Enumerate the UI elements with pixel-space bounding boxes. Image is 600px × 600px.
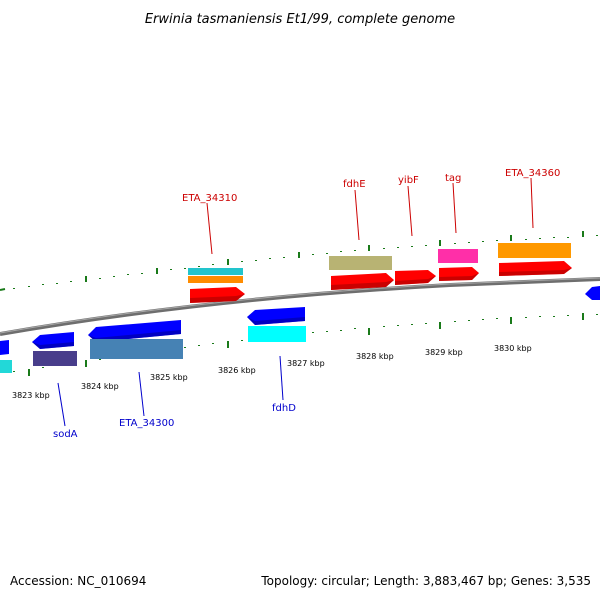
top-gene-labels: ETA_34310 fdhE yibF tag ETA_34360 <box>182 168 560 255</box>
accession-text: Accession: NC_010694 <box>10 574 147 588</box>
gene-arrow-eta34300[interactable] <box>88 320 181 342</box>
gene-label[interactable]: ETA_34300 <box>119 418 174 429</box>
feature-bar-orange[interactable] <box>498 243 571 258</box>
feature-bar-cyan[interactable] <box>0 360 12 373</box>
kbp-label: 3828 kbp <box>356 352 394 361</box>
feature-bar-pink[interactable] <box>438 249 478 263</box>
map-title: Erwinia tasmaniensis Et1/99, complete ge… <box>145 12 455 27</box>
gene-arrow-partial[interactable] <box>0 340 9 355</box>
kbp-label: 3825 kbp <box>150 373 188 382</box>
gene-arrow-partial[interactable] <box>585 286 600 300</box>
topology-text: Topology: circular; Length: 3,883,467 bp… <box>261 574 591 588</box>
gene-label[interactable]: yibF <box>398 175 419 186</box>
gene-label[interactable]: fdhE <box>343 179 366 190</box>
forward-strand-genes[interactable] <box>188 243 572 303</box>
reverse-strand-genes[interactable] <box>0 286 600 373</box>
gene-label[interactable]: tag <box>445 173 461 184</box>
kbp-label: 3826 kbp <box>218 366 256 375</box>
genome-backbone <box>0 277 600 336</box>
feature-bar-orange[interactable] <box>188 276 243 283</box>
feature-bar-steelblue[interactable] <box>90 339 183 359</box>
gene-label[interactable]: ETA_34360 <box>505 168 560 179</box>
kbp-label: 3823 kbp <box>12 391 50 400</box>
kbp-label: 3824 kbp <box>81 382 119 391</box>
kbp-labels: 3823 kbp 3824 kbp 3825 kbp 3826 kbp 3827… <box>12 344 532 400</box>
feature-bar-cyan[interactable] <box>248 326 306 342</box>
gene-label[interactable]: sodA <box>53 429 78 440</box>
bottom-gene-labels: sodA ETA_34300 fdhD <box>53 355 296 440</box>
feature-bar-cyan[interactable] <box>188 268 243 275</box>
outer-tick-track <box>0 231 598 291</box>
kbp-label: 3829 kbp <box>425 348 463 357</box>
gene-label[interactable]: fdhD <box>272 403 296 414</box>
kbp-label: 3827 kbp <box>287 359 325 368</box>
kbp-label: 3830 kbp <box>494 344 532 353</box>
feature-bar-khaki[interactable] <box>329 256 392 270</box>
feature-bar-darkpurple[interactable] <box>33 351 77 366</box>
gene-label[interactable]: ETA_34310 <box>182 193 237 204</box>
